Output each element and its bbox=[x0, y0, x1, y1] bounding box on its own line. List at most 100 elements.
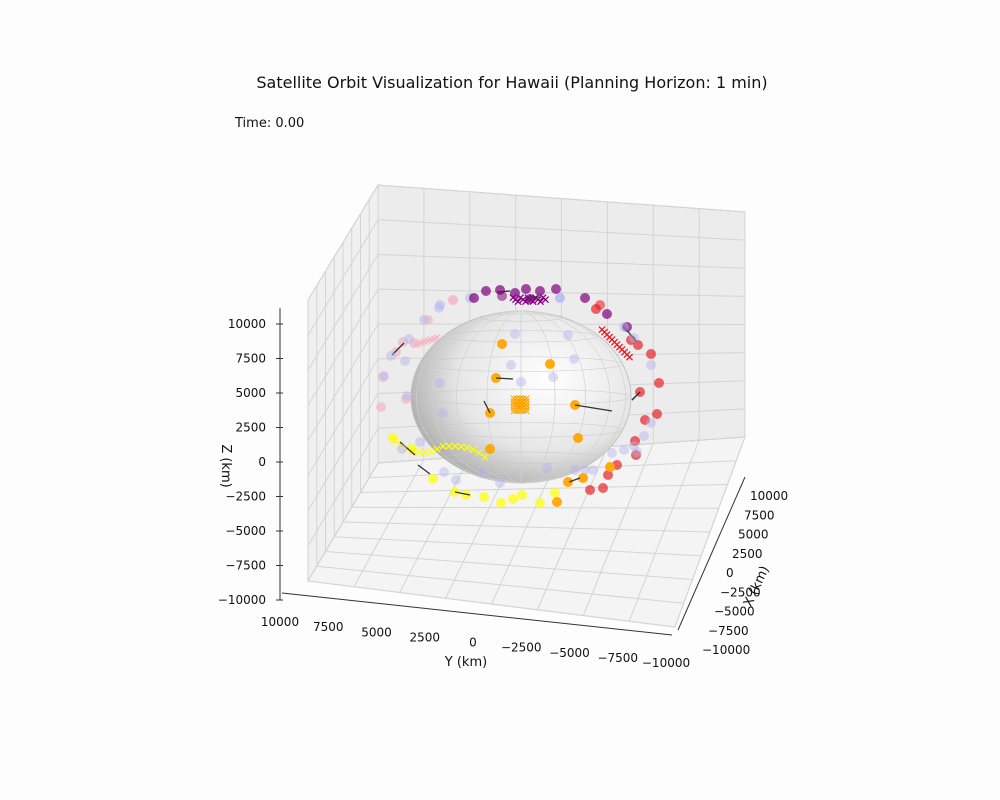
ground-target-marker: ✕ bbox=[480, 450, 490, 464]
ground-target-marker: ✕ bbox=[512, 398, 522, 412]
ground-target-marker: ✕ bbox=[426, 333, 436, 347]
satellite-point bbox=[469, 293, 479, 303]
ground-target-marker: ✕ bbox=[509, 401, 519, 415]
earth-latitude-line bbox=[442, 330, 600, 343]
ground-target-marker: ✕ bbox=[599, 326, 609, 340]
x-tick-label: 10000 bbox=[750, 489, 788, 503]
floor-grid-line bbox=[582, 443, 654, 616]
z-tick-label: −2500 bbox=[225, 490, 266, 504]
ground-target-marker: ✕ bbox=[528, 295, 538, 309]
floor-grid-line bbox=[325, 551, 693, 580]
satellite-point bbox=[434, 303, 444, 313]
y-tick-label: 7500 bbox=[313, 620, 344, 634]
ground-target-marker: ✕ bbox=[509, 392, 519, 406]
ground-target-marker: ✕ bbox=[508, 291, 518, 305]
ground-target-marker: ✕ bbox=[417, 336, 427, 350]
x-tick-label: 5000 bbox=[738, 528, 769, 542]
floor-grid-line bbox=[307, 580, 676, 628]
y-axis-label: Y (km) bbox=[444, 655, 487, 670]
ground-target-marker: ✕ bbox=[429, 332, 439, 346]
ground-target-marker: ✕ bbox=[515, 398, 525, 412]
x-tick-label: 2500 bbox=[732, 547, 763, 561]
satellite-point bbox=[478, 468, 488, 478]
ground-target-marker: ✕ bbox=[515, 401, 525, 415]
satellite-point bbox=[639, 431, 649, 441]
satellite-point bbox=[646, 360, 656, 370]
satellite-point bbox=[510, 329, 520, 339]
satellite-point bbox=[402, 391, 412, 401]
y-tick-label: −10000 bbox=[642, 656, 690, 670]
x-tick-label: 7500 bbox=[744, 508, 775, 522]
satellite-point bbox=[438, 408, 448, 418]
earth-latitude-line bbox=[478, 313, 564, 322]
velocity-arrow bbox=[631, 391, 641, 401]
earth-latitude-line bbox=[419, 422, 623, 438]
ground-target-marker: ✕ bbox=[432, 443, 442, 457]
satellite-point bbox=[602, 309, 612, 319]
ground-target-marker: ✕ bbox=[420, 446, 430, 460]
satellite-point bbox=[631, 450, 641, 460]
ground-target-marker: ✕ bbox=[518, 398, 528, 412]
ground-target-marker: ✕ bbox=[525, 293, 535, 307]
satellite-point bbox=[542, 463, 552, 473]
ground-target-marker: ✕ bbox=[512, 395, 522, 409]
satellite-point bbox=[496, 498, 506, 508]
earth-latitude-line bbox=[442, 451, 600, 464]
velocity-arrow bbox=[399, 441, 416, 456]
ground-target-marker: ✕ bbox=[512, 404, 522, 418]
y-tick-label: 2500 bbox=[409, 630, 440, 644]
satellite-point bbox=[409, 338, 419, 348]
satellite-point bbox=[654, 378, 664, 388]
velocity-arrow bbox=[574, 404, 613, 412]
ground-target-marker: ✕ bbox=[619, 346, 629, 360]
satellite-point bbox=[551, 284, 561, 294]
earth-latitude-line bbox=[478, 472, 564, 481]
satellite-point bbox=[535, 286, 545, 296]
x-tick-label: −5000 bbox=[714, 605, 755, 619]
velocity-arrow bbox=[417, 464, 431, 475]
earth-meridian-line bbox=[416, 310, 626, 484]
satellite-point bbox=[580, 293, 590, 303]
z-tick-label: −5000 bbox=[225, 524, 266, 538]
satellite-point bbox=[415, 437, 425, 447]
ground-target-marker: ✕ bbox=[408, 444, 418, 458]
satellite-point bbox=[448, 295, 458, 305]
x-tick-label: −10000 bbox=[702, 643, 750, 657]
satellite-point bbox=[640, 415, 650, 425]
ground-target-marker: ✕ bbox=[515, 404, 525, 418]
satellite-point bbox=[603, 470, 613, 480]
left-grid-line bbox=[307, 427, 379, 547]
velocity-arrow bbox=[496, 290, 511, 293]
satellite-point bbox=[428, 474, 438, 484]
satellite-point bbox=[517, 490, 527, 500]
satellite-point bbox=[622, 322, 632, 332]
satellite-point bbox=[646, 418, 656, 428]
satellite-point bbox=[569, 354, 579, 364]
ground-target-marker: ✕ bbox=[462, 441, 472, 455]
satellite-point bbox=[552, 497, 562, 507]
satellite-point bbox=[629, 441, 639, 451]
satellite-point bbox=[555, 293, 565, 303]
satellite-point bbox=[378, 372, 388, 382]
satellite-point bbox=[497, 339, 507, 349]
ground-target-marker: ✕ bbox=[444, 440, 454, 454]
ground-target-marker: ✕ bbox=[518, 395, 528, 409]
satellite-point bbox=[404, 334, 414, 344]
y-tick-label: 10000 bbox=[261, 615, 299, 629]
satellite-point bbox=[652, 409, 662, 419]
satellite-point bbox=[607, 448, 617, 458]
satellite-point bbox=[646, 349, 656, 359]
satellite-point bbox=[591, 304, 601, 314]
ground-target-marker: ✕ bbox=[396, 438, 406, 452]
satellite-point bbox=[535, 498, 545, 508]
y-axis-line bbox=[281, 592, 673, 636]
floor-grid-line bbox=[536, 446, 608, 610]
x-axis-line bbox=[677, 476, 746, 631]
satellite-point bbox=[578, 473, 588, 483]
ground-target-marker: ✕ bbox=[622, 348, 632, 362]
satellite-point bbox=[619, 445, 629, 455]
velocity-arrow bbox=[483, 400, 491, 414]
floor-grid-line bbox=[316, 565, 684, 604]
y-tick-label: 0 bbox=[469, 636, 477, 650]
ground-target-marker: ✕ bbox=[612, 338, 622, 352]
